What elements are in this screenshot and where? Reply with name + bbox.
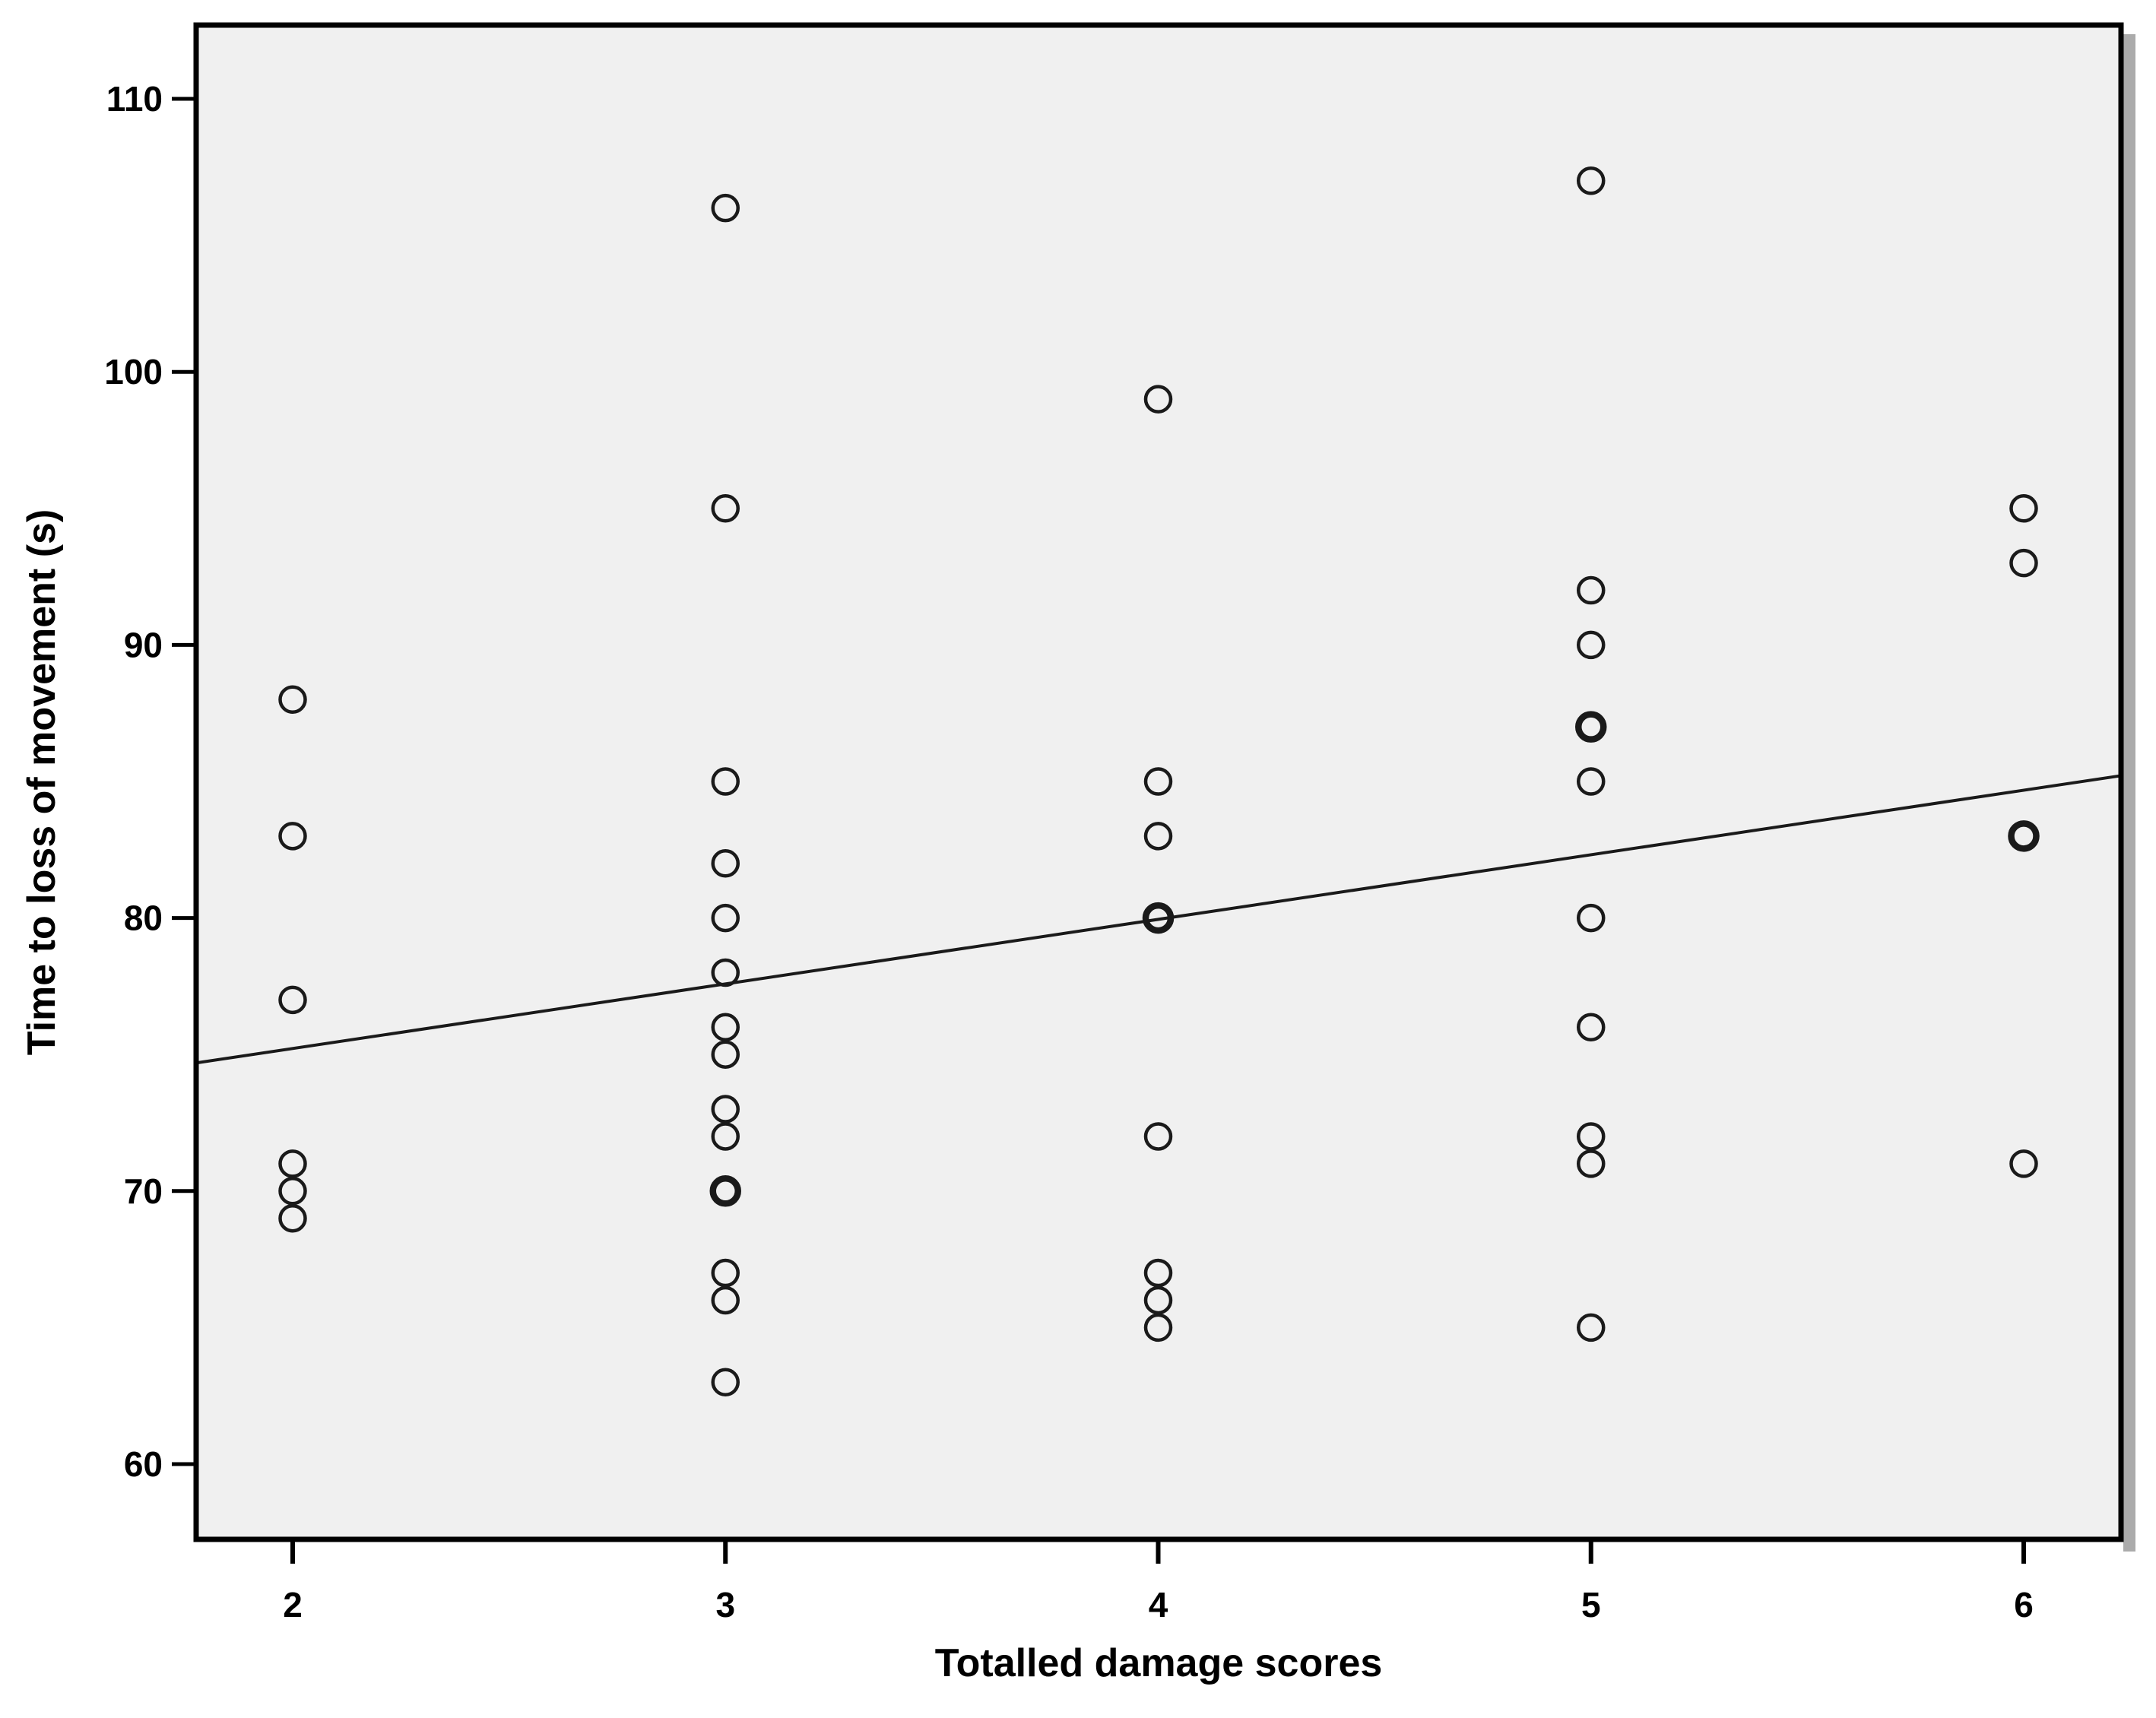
data-point bbox=[1143, 385, 1173, 414]
data-point bbox=[278, 1203, 307, 1233]
data-point bbox=[1577, 575, 1606, 605]
data-point bbox=[278, 1177, 307, 1206]
data-point bbox=[1143, 1258, 1173, 1288]
data-point bbox=[278, 1149, 307, 1178]
trend-line bbox=[197, 774, 2120, 1064]
data-point bbox=[711, 1258, 740, 1288]
data-point bbox=[278, 822, 307, 851]
y-tick-label: 70 bbox=[124, 1171, 163, 1211]
data-point bbox=[1577, 166, 1606, 195]
data-point bbox=[711, 1122, 740, 1151]
data-point bbox=[1577, 767, 1606, 796]
x-tick-label: 5 bbox=[1581, 1585, 1601, 1624]
data-point bbox=[1577, 1313, 1606, 1342]
data-point bbox=[711, 1368, 740, 1396]
data-point bbox=[278, 685, 307, 714]
data-point bbox=[1577, 1122, 1606, 1151]
x-axis-title: Totalled damage scores bbox=[935, 1641, 1383, 1685]
data-point bbox=[1143, 1285, 1173, 1315]
plot-frame bbox=[193, 22, 2124, 1542]
x-tick-label: 6 bbox=[2014, 1585, 2034, 1624]
data-point bbox=[2009, 548, 2038, 578]
data-point bbox=[711, 494, 740, 523]
data-point bbox=[278, 985, 307, 1015]
trend-line-group bbox=[197, 774, 2120, 1064]
y-tick-label: 90 bbox=[124, 625, 163, 664]
y-tick-label: 100 bbox=[104, 352, 163, 391]
data-point bbox=[2008, 820, 2040, 852]
y-tick-label: 60 bbox=[124, 1444, 163, 1484]
y-tick-label: 80 bbox=[124, 899, 163, 938]
data-point bbox=[1143, 767, 1173, 796]
data-point bbox=[711, 1040, 740, 1069]
x-tick-label: 4 bbox=[1149, 1585, 1168, 1624]
data-point bbox=[711, 1285, 740, 1315]
data-point bbox=[1577, 630, 1606, 660]
data-point bbox=[711, 903, 740, 933]
data-point bbox=[2009, 1149, 2038, 1178]
data-point bbox=[2009, 494, 2038, 523]
plot-shadow bbox=[2123, 34, 2135, 1552]
data-points bbox=[278, 166, 2040, 1396]
x-tick-label: 2 bbox=[283, 1585, 303, 1624]
data-point bbox=[709, 1175, 741, 1207]
y-tick-label: 110 bbox=[106, 79, 163, 119]
data-point bbox=[711, 767, 740, 796]
data-point bbox=[711, 193, 740, 223]
axis-ticks: 60 70 80 90 100 110 2 3 4 5 6 bbox=[104, 79, 2034, 1624]
data-point bbox=[1577, 1149, 1606, 1178]
x-tick-label: 3 bbox=[715, 1585, 735, 1624]
data-point bbox=[1143, 1313, 1173, 1342]
data-point bbox=[1143, 1122, 1173, 1151]
data-point bbox=[1575, 711, 1607, 743]
data-point bbox=[1577, 903, 1606, 933]
data-point bbox=[711, 1095, 740, 1124]
y-axis-title: Time to loss of movement (s) bbox=[20, 509, 64, 1056]
data-point bbox=[711, 1013, 740, 1042]
data-point bbox=[711, 849, 740, 878]
data-point bbox=[1577, 1013, 1606, 1042]
data-point bbox=[1143, 822, 1173, 851]
